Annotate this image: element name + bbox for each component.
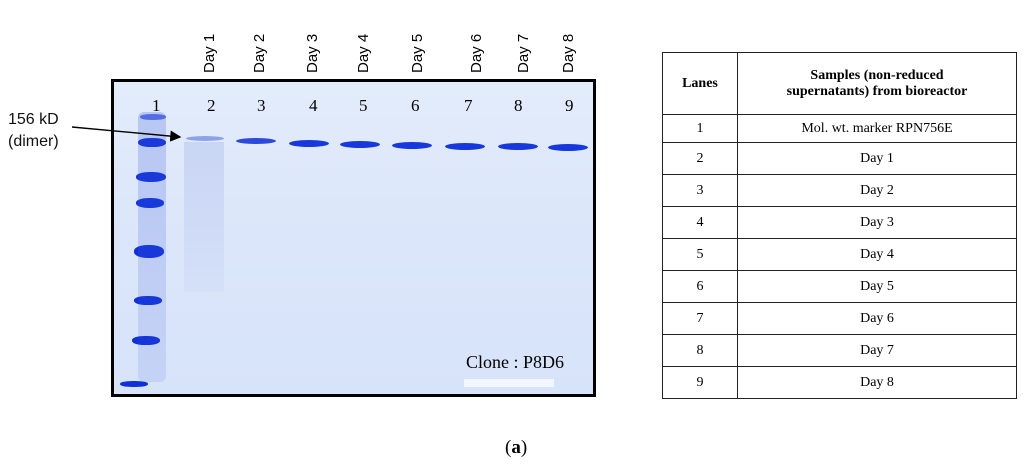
sample-band — [498, 143, 538, 150]
sample-band — [445, 143, 485, 150]
mw-label-value: 156 kD — [8, 111, 59, 128]
sample-cell: Mol. wt. marker RPN756E — [737, 114, 1017, 143]
clone-label: Clone : P8D6 — [466, 352, 565, 372]
sample-band — [392, 142, 432, 149]
day-header-3: Day 3 — [304, 33, 321, 73]
lane-number: 7 — [464, 96, 473, 115]
label-smudge — [464, 379, 554, 387]
caption-letter: a — [511, 437, 521, 458]
sample-cell: Day 2 — [737, 174, 1017, 207]
caption-open-paren: ( — [505, 437, 512, 458]
lane-cell: 6 — [662, 270, 738, 303]
lane-cell: 5 — [662, 238, 738, 271]
table-row: 3 Day 2 — [662, 174, 1017, 207]
day-header-5: Day 5 — [409, 33, 426, 73]
day-header-8: Day 8 — [560, 33, 577, 73]
lane-cell: 9 — [662, 366, 738, 399]
sample-band — [340, 141, 380, 148]
mw-label-note: (dimer) — [8, 133, 59, 150]
sample-cell: Day 7 — [737, 334, 1017, 367]
marker-band — [140, 114, 166, 120]
lane-cell: 1 — [662, 114, 738, 143]
marker-band — [134, 296, 162, 305]
table-row: 7 Day 6 — [662, 302, 1017, 335]
lane-smear — [184, 142, 224, 292]
lane-number: 4 — [309, 96, 318, 115]
day-header-6: Day 6 — [468, 33, 485, 73]
sample-cell: Day 6 — [737, 302, 1017, 335]
sample-band — [548, 144, 588, 151]
lane-number: 6 — [411, 96, 420, 115]
lanes-table: Lanes Samples (non-reduced supernatants)… — [662, 52, 1017, 399]
lane-number: 9 — [565, 96, 574, 115]
caption-close-paren: ) — [520, 437, 528, 458]
sample-cell: Day 3 — [737, 206, 1017, 239]
table-row: 1 Mol. wt. marker RPN756E — [662, 114, 1017, 143]
lane-cell: 7 — [662, 302, 738, 335]
day-header-1: Day 1 — [201, 33, 218, 73]
sample-cell: Day 4 — [737, 238, 1017, 271]
day-header-7: Day 7 — [515, 33, 532, 73]
sample-cell: Day 5 — [737, 270, 1017, 303]
lane-cell: 8 — [662, 334, 738, 367]
sample-cell: Day 1 — [737, 142, 1017, 175]
marker-band — [134, 245, 164, 258]
day-header-4: Day 4 — [355, 33, 372, 73]
lane-cell: 4 — [662, 206, 738, 239]
col-header-samples-line2: supernatants) from bioreactor — [786, 83, 968, 99]
lane-number: 3 — [257, 96, 266, 115]
mw-label: 156 kD (dimer) — [8, 109, 59, 153]
lane-cell: 3 — [662, 174, 738, 207]
sample-band — [186, 136, 224, 141]
col-header-samples-line1: Samples (non-reduced — [810, 67, 944, 83]
table-row: 2 Day 1 — [662, 142, 1017, 175]
marker-band — [132, 336, 160, 345]
marker-band — [136, 172, 166, 182]
lane-number: 8 — [514, 96, 523, 115]
col-header-samples: Samples (non-reduced supernatants) from … — [737, 52, 1017, 115]
sample-band — [289, 140, 329, 147]
marker-lane-smear — [138, 112, 166, 382]
sample-cell: Day 8 — [737, 366, 1017, 399]
lane-number: 5 — [359, 96, 368, 115]
marker-band — [120, 381, 148, 387]
table-row: 6 Day 5 — [662, 270, 1017, 303]
lane-number: 2 — [207, 96, 216, 115]
lane-cell: 2 — [662, 142, 738, 175]
day-header-2: Day 2 — [251, 33, 268, 73]
lane-number: 1 — [152, 96, 161, 115]
marker-band — [136, 198, 164, 208]
sample-band — [236, 138, 276, 144]
col-header-lanes: Lanes — [662, 52, 738, 115]
table-row: 9 Day 8 — [662, 366, 1017, 399]
table-row: 8 Day 7 — [662, 334, 1017, 367]
gel-image: 1 2 3 4 5 6 7 8 9 Clone : P8D6 — [111, 79, 596, 397]
table-row: 5 Day 4 — [662, 238, 1017, 271]
figure-caption: (a) — [505, 437, 527, 459]
marker-band — [138, 138, 166, 147]
table-row: 4 Day 3 — [662, 206, 1017, 239]
